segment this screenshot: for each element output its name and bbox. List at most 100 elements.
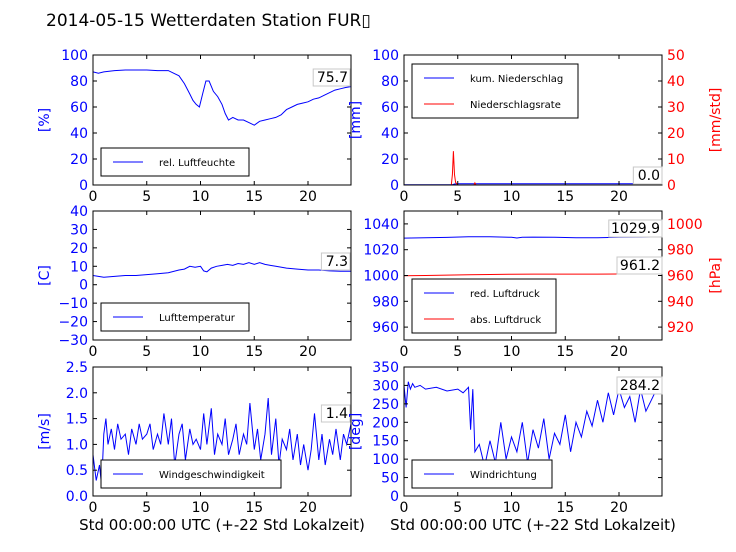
axes-frame-precipitation bbox=[403, 54, 663, 186]
y-tick-label-precipitation: 100 bbox=[372, 48, 399, 64]
y-tick-label-precipitation: 0 bbox=[390, 178, 399, 194]
y-tick-label-pressure: 1000 bbox=[363, 269, 399, 285]
y-tick-label-precipitation: 80 bbox=[381, 74, 399, 90]
y-tick-label-winddirection: 100 bbox=[372, 452, 399, 468]
x-tick-label-winddirection: 20 bbox=[610, 500, 628, 516]
y-tick-label-temperature: 0 bbox=[79, 278, 88, 294]
value-box-temperature-0 bbox=[320, 252, 351, 271]
x-tick-label-precipitation: 20 bbox=[610, 189, 628, 205]
y-axis-label-winddirection: [deg] bbox=[348, 413, 364, 450]
y-tick-label-temperature: −20 bbox=[58, 315, 88, 331]
y-tick-label-windspeed: 1.0 bbox=[66, 437, 88, 453]
y2-tick-label-pressure: 960 bbox=[667, 269, 694, 285]
y2-tick-label-precipitation: 40 bbox=[667, 74, 685, 90]
value-label-temperature-0: 7.3 bbox=[326, 254, 348, 270]
y-tick-label-pressure: 1040 bbox=[363, 217, 399, 233]
value-box-pressure-1 bbox=[616, 256, 663, 275]
legend-entry-temperature-0: Lufttemperatur bbox=[159, 313, 236, 324]
y-tick-label-winddirection: 0 bbox=[390, 489, 399, 505]
y-tick-label-windspeed: 2.5 bbox=[66, 360, 88, 376]
legend-entry-windspeed-0: Windgeschwindigkeit bbox=[159, 470, 265, 481]
y-tick-label-precipitation: 20 bbox=[381, 152, 399, 168]
y-tick-label-windspeed: 1.5 bbox=[66, 412, 88, 428]
y-tick-label-windspeed: 0.5 bbox=[66, 463, 88, 479]
x-tick-label-humidity: 20 bbox=[299, 189, 317, 205]
x-tick-label-pressure: 0 bbox=[400, 344, 409, 360]
y-tick-label-humidity: 80 bbox=[70, 74, 88, 90]
x-tick-label-pressure: 10 bbox=[503, 344, 521, 360]
chart-temperature: 0 5 10 15 20 −30 −20 −10 0 10 20 30 40 [C] Lufttempera… bbox=[37, 204, 352, 360]
x-tick-label-temperature: 15 bbox=[245, 344, 263, 360]
series-line-humidity-0 bbox=[93, 69, 351, 126]
x-tick-label-windspeed: 0 bbox=[89, 500, 98, 516]
y-tick-label-temperature: −30 bbox=[58, 333, 88, 349]
y-tick-label-humidity: 60 bbox=[70, 100, 88, 116]
y2-axis-label-pressure: [hPa] bbox=[708, 257, 724, 293]
axes-frame-temperature bbox=[92, 210, 352, 341]
y2-tick-label-precipitation: 30 bbox=[667, 100, 685, 116]
value-box-humidity-0 bbox=[312, 68, 351, 87]
value-box-pressure-0 bbox=[608, 219, 663, 238]
value-label-precipitation-1: 0.0 bbox=[638, 168, 660, 184]
y-tick-label-windspeed: 0.0 bbox=[66, 489, 88, 505]
y2-axis-label-precipitation: [mm/std] bbox=[708, 88, 724, 153]
x-tick-label-winddirection: 10 bbox=[503, 500, 521, 516]
value-box-windspeed-0 bbox=[320, 404, 351, 423]
chart-windspeed: 0 5 10 15 20 0.0 0.5 1.0 1.5 2.0 2.5 [m/s] Std 00:00… bbox=[37, 360, 365, 534]
y-tick-label-temperature: 20 bbox=[70, 241, 88, 257]
legend-entry-precipitation-0: kum. Niederschlag bbox=[470, 74, 563, 85]
series-line-temperature-0 bbox=[93, 262, 351, 278]
chart-humidity: 0 5 10 15 20 0 20 40 60 80 100 [%] rel. Luftfeuchte 7… bbox=[37, 48, 352, 205]
y-tick-label-winddirection: 50 bbox=[381, 471, 399, 487]
y-tick-label-pressure: 960 bbox=[372, 320, 399, 336]
value-label-pressure-1: 961.2 bbox=[620, 258, 660, 274]
y2-tick-label-pressure: 920 bbox=[667, 320, 694, 336]
x-tick-label-temperature: 10 bbox=[192, 344, 210, 360]
y-axis-label-windspeed: [m/s] bbox=[37, 413, 53, 450]
y-tick-label-humidity: 40 bbox=[70, 126, 88, 142]
y-tick-label-temperature: 30 bbox=[70, 222, 88, 238]
x-tick-label-temperature: 0 bbox=[89, 344, 98, 360]
legend-winddirection bbox=[411, 459, 553, 489]
y-tick-label-humidity: 100 bbox=[61, 48, 88, 64]
axes-frame-humidity bbox=[92, 54, 352, 186]
x-tick-label-pressure: 15 bbox=[556, 344, 574, 360]
legend-entry-humidity-0: rel. Luftfeuchte bbox=[159, 158, 235, 169]
y-tick-label-winddirection: 300 bbox=[372, 378, 399, 394]
x-tick-label-humidity: 0 bbox=[89, 189, 98, 205]
x-tick-label-winddirection: 15 bbox=[556, 500, 574, 516]
y-tick-label-winddirection: 200 bbox=[372, 415, 399, 431]
y2-tick-label-precipitation: 50 bbox=[667, 48, 685, 64]
series-line-precipitation-1 bbox=[404, 151, 662, 185]
x-tick-label-precipitation: 15 bbox=[556, 189, 574, 205]
y-axis-label-precipitation: [mm] bbox=[348, 101, 364, 139]
series-line-windspeed-0 bbox=[93, 397, 351, 486]
y-axis-label-humidity: [%] bbox=[37, 108, 53, 132]
y-tick-label-temperature: 10 bbox=[70, 259, 88, 275]
y-tick-label-humidity: 20 bbox=[70, 152, 88, 168]
x-tick-label-precipitation: 5 bbox=[453, 189, 462, 205]
chart-pressure: 0 5 10 15 20 960 980 1000 1020 1040 920 940 960 980 10… bbox=[363, 210, 724, 360]
x-tick-label-humidity: 10 bbox=[192, 189, 210, 205]
y-tick-label-precipitation: 60 bbox=[381, 100, 399, 116]
x-tick-label-winddirection: 5 bbox=[453, 500, 462, 516]
y-tick-label-precipitation: 40 bbox=[381, 126, 399, 142]
x-axis-label-windspeed: Std 00:00:00 UTC (+-22 Std Lokalzeit) bbox=[79, 516, 365, 534]
x-tick-label-winddirection: 0 bbox=[400, 500, 409, 516]
y2-tick-label-pressure: 940 bbox=[667, 294, 694, 310]
y2-tick-label-pressure: 1000 bbox=[667, 217, 703, 233]
legend-precipitation bbox=[411, 63, 579, 119]
value-label-windspeed-0: 1.4 bbox=[326, 406, 348, 422]
y-tick-label-winddirection: 250 bbox=[372, 397, 399, 413]
x-tick-label-windspeed: 15 bbox=[245, 500, 263, 516]
legend-entry-pressure-1: abs. Luftdruck bbox=[470, 315, 541, 326]
x-tick-label-windspeed: 10 bbox=[192, 500, 210, 516]
x-tick-label-windspeed: 20 bbox=[299, 500, 317, 516]
value-box-winddirection-0 bbox=[616, 376, 663, 395]
y-tick-label-winddirection: 150 bbox=[372, 434, 399, 450]
chart-precipitation: 0 5 10 15 20 0 20 40 60 80 100 0 10 20 30 40 50 [mm] [mm/s… bbox=[348, 48, 724, 205]
figure-title: 2014-05-15 Wetterdaten Station FUR▯ bbox=[46, 11, 371, 31]
x-tick-label-humidity: 15 bbox=[245, 189, 263, 205]
x-tick-label-temperature: 5 bbox=[142, 344, 151, 360]
